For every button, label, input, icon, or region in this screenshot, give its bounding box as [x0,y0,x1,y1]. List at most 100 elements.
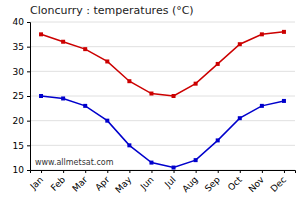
line [41,32,284,96]
y-tick-label: 30 [13,67,25,77]
x-tick: Aug [180,170,200,194]
marker [105,119,109,123]
x-tick: Jul [162,170,177,190]
x-tick-label: Dec [269,175,288,194]
marker [260,104,264,108]
x-tick-mark [63,170,64,173]
x-tick: Feb [49,170,68,193]
x-tick-label: Jul [162,175,177,190]
x-tick: Jun [138,170,156,192]
marker [83,104,87,108]
y-tick-mark [27,71,30,72]
marker [61,40,65,44]
x-tick-mark [262,170,263,173]
x-tick: Oct [226,170,244,193]
y-tick: 25 [13,91,30,101]
x-tick-label: Oct [226,174,244,192]
y-tick-mark [27,96,30,97]
annotation: www.allmetsat.com [35,158,114,167]
x-tick-label: May [113,174,134,195]
marker [194,82,198,86]
y-tick: 30 [13,67,30,77]
x-tick-label: Sep [203,174,222,193]
x-tick-label: Mar [70,174,89,193]
marker [216,62,220,66]
grid-line [30,96,295,97]
x-tick-mark [174,170,175,173]
y-tick-label: 40 [13,17,25,27]
x-tick: Mar [70,170,89,194]
y-tick-mark [27,170,30,171]
x-tick-mark [129,170,130,173]
marker [149,161,153,165]
marker [83,47,87,51]
marker [172,166,176,170]
chart: Cloncurry : temperatures (°C) JanFebMarAp… [0,0,305,200]
x-tick-mark [240,170,241,173]
y-tick: 10 [13,165,30,175]
marker [39,94,43,98]
x-tick-mark [196,170,197,173]
grid [30,22,295,170]
x-tick: May [113,170,134,195]
marker [149,92,153,96]
marker [39,32,43,36]
grid-line [30,71,295,72]
x-tick-label: Apr [93,174,111,192]
y-tick: 35 [13,42,30,52]
grid-line [30,46,295,47]
x-axis: JanFebMarAprMayJun JulAugSepOctNovDec [28,170,296,195]
marker [127,79,131,83]
x-tick-mark [284,170,285,173]
line [41,96,284,168]
marks [39,30,286,170]
marker [127,143,131,147]
markers [39,30,286,98]
y-tick: 15 [13,141,30,151]
y-tick-mark [27,121,30,122]
marker [61,96,65,100]
x-tick: Jan [28,170,46,192]
plot: JanFebMarAprMayJun JulAugSepOctNovDec 10 15… [13,17,296,194]
marker [194,158,198,162]
y-tick-label: 20 [13,116,25,126]
marker [282,30,286,34]
marker [172,94,176,98]
marker [238,42,242,46]
y-tick-label: 15 [13,141,24,151]
x-tick-label: Aug [180,175,200,195]
x-tick: Sep [203,170,222,194]
x-tick-mark [151,170,152,173]
x-axis-line [31,171,296,174]
y-tick-label: 25 [13,91,24,101]
x-tick-mark [41,170,42,173]
y-tick-label: 10 [13,165,25,175]
marker [260,32,264,36]
x-tick-label: Jan [28,175,46,193]
x-tick: Dec [269,170,288,194]
y-tick-mark [27,145,30,146]
y-tick: 40 [13,17,30,27]
marker [105,59,109,63]
y-tick-mark [27,22,30,23]
x-tick-label: Nov [247,174,267,194]
x-tick: Nov [247,170,267,194]
x-tick-mark [218,170,219,173]
y-axis-line [27,23,31,171]
x-tick-label: Feb [49,174,68,193]
x-tick-label: Jun [138,175,156,193]
marker [238,116,242,120]
y-axis: 10 15 20 25 30 35 40 [13,17,31,175]
title: Cloncurry : temperatures (°C) [30,4,194,17]
y-tick: 20 [13,116,30,126]
x-tick: Apr [93,170,111,193]
marker [282,99,286,103]
y-tick-label: 35 [13,42,24,52]
grid-line [30,22,295,23]
grid-line [30,145,295,146]
x-tick-mark [85,170,86,173]
marker [216,138,220,142]
y-tick-mark [27,47,30,48]
chart-container: Cloncurry : temperatures (°C) JanFebMarAp… [0,0,305,200]
grid-line [30,120,295,121]
